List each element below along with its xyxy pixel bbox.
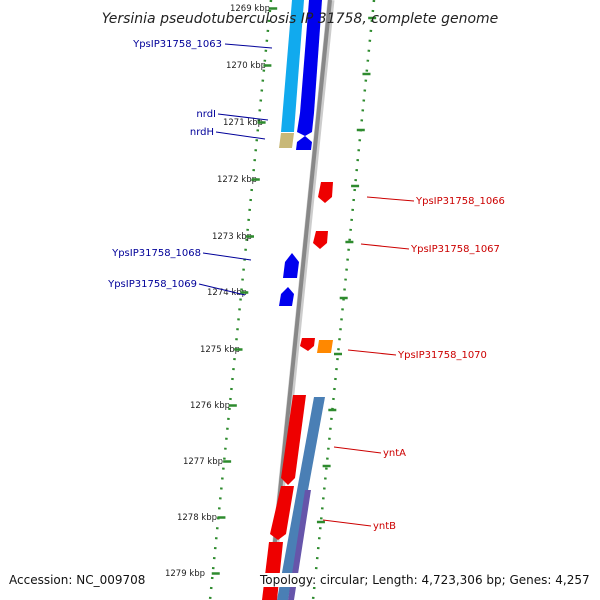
gene-nrdi [297,113,314,136]
outer-ring-right [311,0,376,600]
gene-ypsip31758-1063 [300,0,322,113]
label-leader-line [198,283,246,296]
gene-label: YpsIP31758_1066 [415,196,505,207]
tick-label: 1275 kbp [200,345,240,355]
outer-ring-left [208,0,273,600]
gene-label: YpsIP31758_1070 [397,350,487,361]
label-leader-line [360,243,410,250]
gene-purple [288,490,311,600]
tick-label: 1277 kbp [183,457,223,467]
tick-label: 1279 kbp [165,569,205,579]
gene-nrdh [296,136,312,150]
gene-label: YpsIP31758_1068 [111,248,201,259]
gene-label: YpsIP31758_1063 [132,39,222,50]
gene-ypsip31758-1067 [313,231,328,249]
label-leader-line [347,349,397,356]
gene-ypsip31758-1069 [279,287,294,306]
label-layer: YpsIP31758_1063 nrdI nrdH YpsIP31758_1068 Yp… [107,39,505,532]
gene-ypsip31758-1068 [283,253,299,278]
gene-steel-forward [277,397,325,600]
label-leader-line [333,446,382,454]
tick-label: 1271 kbp [223,118,263,128]
gene-label: YpsIP31758_1069 [107,279,197,290]
gene-label: nrdH [190,127,214,138]
tick-label: 1276 kbp [190,401,230,411]
tick-label: 1270 kbp [226,61,266,71]
gene-yntb [270,486,294,540]
gene-ynta [281,395,306,485]
label-leader-line [202,252,252,261]
label-leader-line [366,196,415,202]
accession-text: Accession: NC_009708 [9,573,146,587]
tick-layer: 1269 kbp 1270 kbp 1271 kbp 1272 kbp 1273 kbp… [165,4,377,580]
rna-feature [279,133,294,148]
tick-label: 1278 kbp [177,513,217,523]
label-leader-line [224,43,273,49]
gene-label: YpsIP31758_1067 [410,244,500,255]
gene-label: yntA [383,448,406,459]
label-leader-line [322,519,372,527]
orange-feature [317,340,333,353]
tick-label: 1273 kbp [212,232,252,242]
gene-ypsip31758-1070 [300,338,315,351]
tick-label: 1272 kbp [217,175,257,185]
label-leader-line [215,131,266,140]
tick-label: 1269 kbp [230,4,270,14]
gene-ypsip31758-1063-light [281,0,304,132]
tick-label: 1274 kbp [207,288,247,298]
topology-text: Topology: circular; Length: 4,723,306 bp… [260,573,590,587]
gene-ypsip31758-1066 [318,182,333,203]
map-title: Yersinia pseudotuberculosis IP 31758, co… [102,11,499,27]
label-leader-line [217,113,269,121]
gene-label: nrdI [196,109,216,120]
gene-label: yntB [373,521,396,532]
